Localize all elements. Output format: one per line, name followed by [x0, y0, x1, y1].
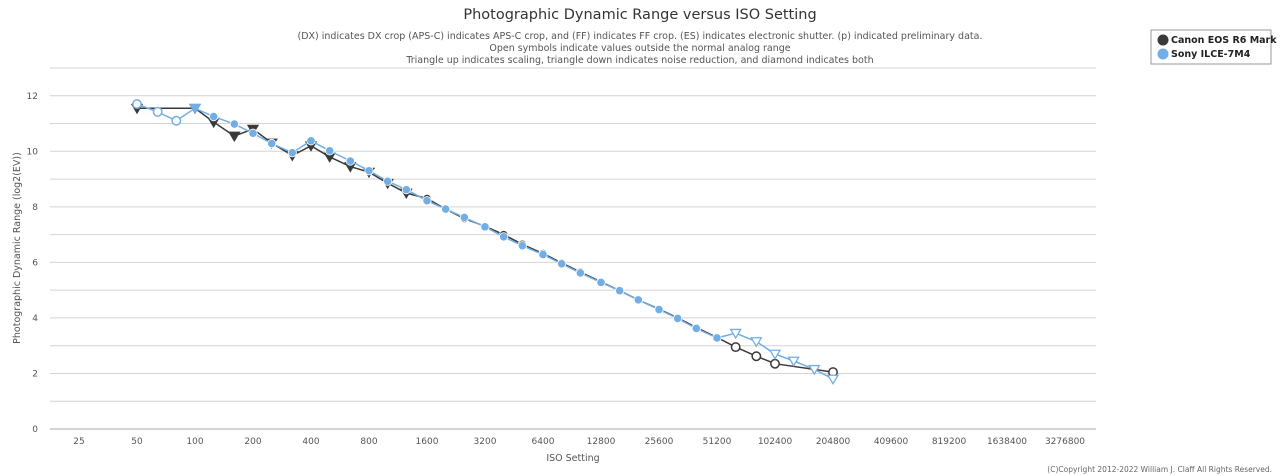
data-point — [267, 138, 277, 149]
data-point — [499, 232, 509, 242]
x-axis-title: ISO Setting — [546, 453, 599, 464]
x-tick-labels: 25 50 100 200 400 800 1600 3200 6400 12800 25600 51… — [73, 437, 1085, 447]
data-point — [401, 185, 411, 195]
x-tick-label: 409600 — [874, 437, 909, 447]
x-tick-label: 819200 — [932, 437, 967, 447]
data-point — [441, 204, 451, 214]
data-point — [770, 358, 780, 369]
data-point — [596, 277, 606, 287]
series-line — [137, 107, 834, 373]
data-point — [691, 323, 701, 334]
chart-subtitle-line-3: Triangle up indicates scaling, triangle … — [405, 55, 873, 66]
data-point — [171, 115, 182, 126]
chart-subtitle-line-1: (DX) indicates DX crop (APS-C) indicates… — [298, 31, 983, 42]
x-tick-label: 800 — [360, 437, 377, 447]
data-point — [673, 313, 683, 324]
data-point — [229, 119, 239, 129]
y-tick-labels: 0 2 4 6 8 10 12 — [27, 92, 39, 435]
data-point — [712, 333, 722, 343]
legend-item-sony[interactable]: Sony ILCE-7M4 — [1157, 48, 1251, 60]
series-line — [136, 103, 834, 380]
data-point — [209, 111, 219, 122]
x-tick-label: 12800 — [587, 437, 616, 447]
data-point — [557, 259, 567, 269]
x-tick-label: 1638400 — [987, 437, 1027, 447]
data-point — [633, 295, 643, 305]
chart-subtitle-line-2: Open symbols indicate values outside the… — [489, 43, 790, 54]
legend-box — [1150, 29, 1272, 65]
y-tick-label: 2 — [32, 369, 38, 379]
series-1 — [132, 99, 840, 386]
data-point-triangle — [188, 103, 202, 115]
data-point-triangle — [808, 364, 821, 376]
series-plot-area — [130, 99, 840, 386]
data-point — [383, 176, 393, 186]
chart-title: Photographic Dynamic Range versus ISO Se… — [463, 7, 816, 23]
x-tick-label: 100 — [186, 437, 203, 447]
x-tick-label: 51200 — [703, 437, 732, 447]
data-point — [459, 212, 469, 222]
x-tick-label: 102400 — [758, 437, 793, 447]
legend-marker-canon — [1157, 34, 1169, 46]
data-point — [287, 148, 297, 158]
data-point — [538, 250, 548, 260]
data-point-triangle — [729, 328, 742, 340]
data-point — [248, 128, 258, 138]
x-tick-label: 6400 — [532, 437, 555, 447]
data-point — [306, 136, 316, 146]
x-tick-label: 400 — [302, 437, 319, 447]
x-tick-label: 1600 — [416, 437, 439, 447]
legend-marker-sony — [1157, 48, 1169, 60]
y-axis-title: Photographic Dynamic Range (log2(EV)) — [12, 152, 23, 344]
legend-label-canon: Canon EOS R6 Mark II — [1171, 35, 1280, 46]
data-point — [480, 222, 490, 232]
data-point-triangle — [826, 374, 840, 386]
x-tick-label: 3200 — [474, 437, 497, 447]
data-point — [132, 99, 142, 110]
x-tick-label: 200 — [244, 437, 261, 447]
data-point — [422, 196, 432, 206]
data-point — [751, 351, 762, 362]
x-tick-label: 25 — [73, 437, 84, 447]
y-tick-label: 10 — [27, 147, 39, 157]
data-point — [517, 241, 527, 251]
y-tick-label: 4 — [32, 314, 38, 324]
legend[interactable]: Canon EOS R6 Mark II Sony ILCE-7M4 — [1150, 29, 1280, 65]
y-tick-label: 12 — [27, 92, 38, 102]
data-point — [345, 156, 355, 166]
copyright-notice: (C)Copyright 2012-2022 William J. Claff … — [1047, 465, 1272, 474]
data-point — [364, 166, 374, 176]
data-point — [152, 106, 163, 117]
data-point-triangle — [768, 349, 782, 361]
data-point-triangle — [787, 356, 800, 367]
data-point-triangle — [228, 131, 241, 143]
grid-lines — [50, 67, 1096, 430]
data-point — [325, 146, 335, 156]
legend-item-canon[interactable]: Canon EOS R6 Mark II — [1157, 34, 1280, 46]
x-tick-label: 3276800 — [1045, 437, 1085, 447]
x-tick-label: 25600 — [645, 437, 674, 447]
data-point — [654, 304, 664, 315]
legend-label-sony: Sony ILCE-7M4 — [1171, 49, 1251, 60]
y-tick-label: 6 — [32, 258, 38, 268]
series-0 — [130, 103, 838, 378]
x-tick-label: 204800 — [816, 437, 851, 447]
y-tick-label: 8 — [32, 203, 38, 213]
y-tick-label: 0 — [32, 425, 38, 435]
data-point — [575, 268, 585, 278]
data-point-triangle — [750, 337, 763, 348]
data-point — [730, 342, 741, 353]
x-tick-label: 50 — [131, 437, 143, 447]
data-point — [615, 286, 625, 296]
